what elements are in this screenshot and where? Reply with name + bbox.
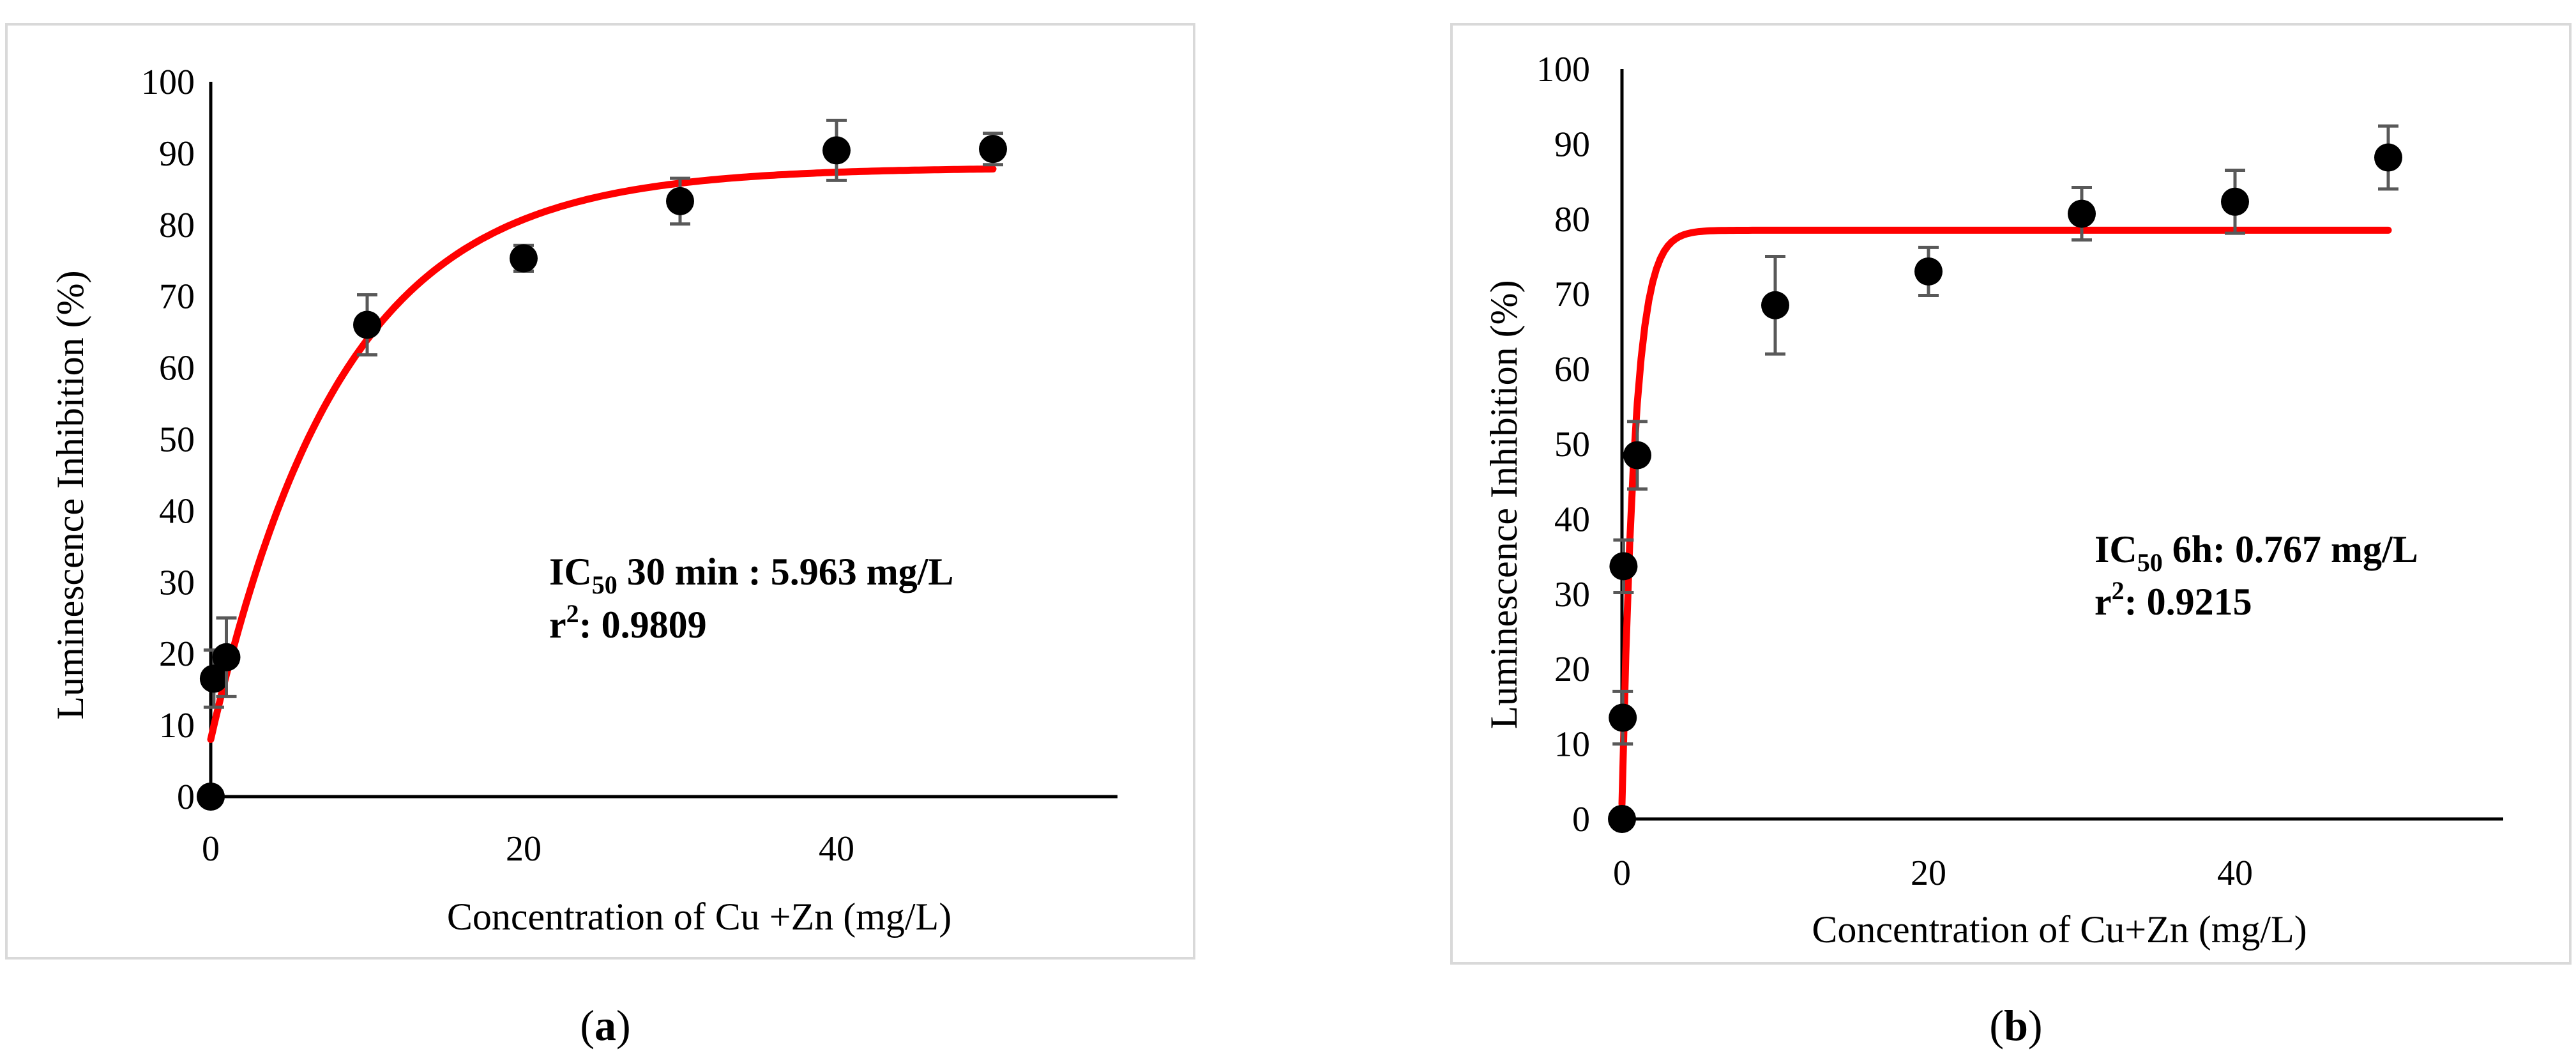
panel-b-y-tick-label: 10 [1554, 725, 1590, 765]
panel-a-data-point [822, 136, 851, 165]
panel-a-data-point [197, 783, 225, 811]
panel-a-x-tick-label: 0 [202, 829, 220, 869]
panel-a-y-tick-label: 40 [159, 491, 195, 531]
panel-a-x-tick-label: 20 [506, 829, 542, 869]
panel-b-y-axis-title: Luminescence Inhibition (%) [1483, 280, 1525, 729]
panel-b-data-point [1609, 552, 1638, 581]
panel-b-data-point [1914, 257, 1943, 286]
panel-a-y-tick-label: 60 [159, 349, 195, 388]
panel-b-x-tick-label: 20 [1911, 853, 1946, 893]
panel-a-y-tick-label: 10 [159, 706, 195, 746]
panel-b-y-tick-label: 100 [1536, 50, 1590, 89]
panel-b-y-tick-label: 0 [1572, 800, 1590, 839]
panel-a-y-tick-label: 30 [159, 563, 195, 602]
panel-b-y-tick-label: 50 [1554, 425, 1590, 464]
panel-a-x-axis-title: Concentration of Cu +Zn (mg/L) [447, 896, 951, 938]
panel-b-y-tick-label: 80 [1554, 200, 1590, 240]
panel-a-data-point [666, 187, 694, 215]
panel-a-data-point [979, 135, 1007, 164]
panel-b-x-tick-label: 40 [2217, 853, 2253, 893]
panel-b-x-tick-label: 0 [1613, 853, 1631, 893]
panel-a-y-tick-label: 0 [177, 777, 195, 817]
panel-b-ic50-annotation: IC50 6h: 0.767 mg/L [2095, 528, 2418, 577]
panel-b-data-point [2221, 187, 2249, 216]
panel-a-data-point [353, 310, 381, 339]
panel-b-y-tick-label: 60 [1554, 350, 1590, 390]
panel-a-ic50-annotation: IC50 30 min : 5.963 mg/L [549, 551, 953, 599]
panel-b-y-tick-label: 40 [1554, 500, 1590, 539]
panel-b-x-axis-title: Concentration of Cu+Zn (mg/L) [1812, 908, 2307, 951]
panel-a-y-tick-label: 20 [159, 634, 195, 674]
panel-b-y-tick-label: 90 [1554, 125, 1590, 164]
panel-a-fit-curve [207, 165, 997, 743]
chart-panel-b: 0 10 20 30 40 50 60 70 80 90 100 0 20 40 Concentratio… [1450, 23, 2572, 965]
panel-a-y-tick-label: 70 [159, 277, 195, 317]
panel-a-data-point [510, 244, 538, 273]
panel-b-data-point [1608, 805, 1636, 833]
panel-b-data-point [1761, 291, 1789, 319]
panel-a-y-tick-label: 100 [141, 63, 195, 102]
panel-a-y-axis-title: Luminescence Inhibition (%) [49, 270, 91, 719]
panel-a-data-point [199, 664, 228, 693]
panel-b-y-tick-label: 20 [1554, 650, 1590, 689]
panel-b-data-point [1623, 441, 1651, 470]
caption-a: (a) [580, 1001, 630, 1050]
panel-b-data-point [2068, 199, 2096, 228]
panel-b-data-point [2374, 143, 2402, 172]
panel-a-x-tick-label: 40 [819, 829, 854, 869]
panel-b-y-tick-label: 30 [1554, 575, 1590, 615]
panel-b-r2-annotation: r2: 0.9215 [2095, 576, 2252, 623]
panel-b-data-point [1609, 703, 1637, 732]
panel-b-fit-curve [1618, 226, 2392, 807]
panel-a-y-tick-label: 80 [159, 206, 195, 245]
panel-b-plot: 0 10 20 30 40 50 60 70 80 90 100 0 20 40 [1536, 50, 2503, 893]
panel-a-y-tick-label: 50 [159, 420, 195, 460]
panel-a-plot: 0 10 20 30 40 50 60 70 80 90 100 0 20 40 [141, 63, 1118, 869]
panel-a-y-tick-label: 90 [159, 134, 195, 174]
panel-a-r2-annotation: r2: 0.9809 [549, 599, 707, 646]
chart-panel-a: 0 10 20 30 40 50 60 70 80 90 100 0 20 40 Concentratio… [5, 23, 1195, 960]
panel-b-border [1450, 23, 2572, 965]
panel-b-y-tick-label: 70 [1554, 275, 1590, 314]
caption-b: (b) [1989, 1001, 2042, 1050]
panel-a-data-point [212, 643, 241, 671]
